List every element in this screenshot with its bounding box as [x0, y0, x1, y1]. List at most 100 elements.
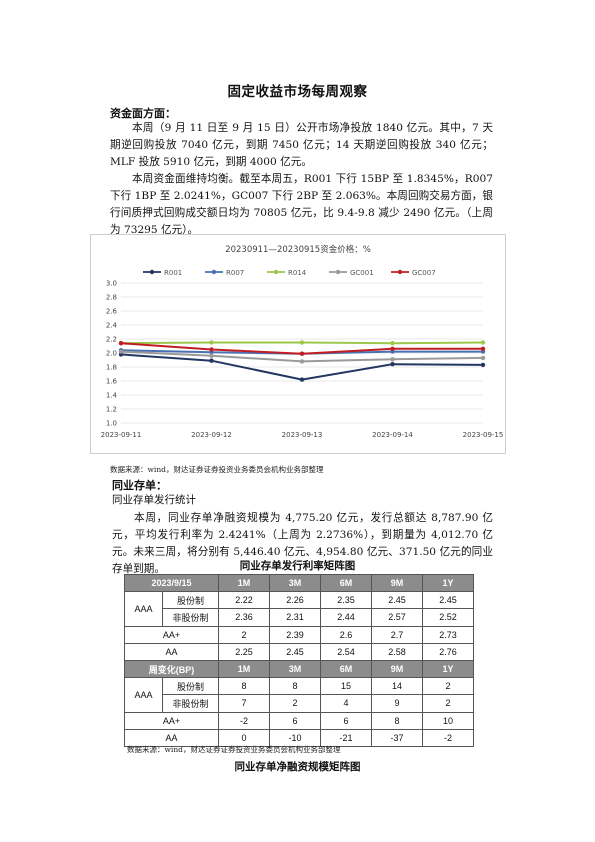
table-cell: 2.25 — [218, 642, 270, 661]
legend-marker — [149, 269, 155, 275]
table-cell: 2.31 — [269, 608, 321, 627]
x-tick-label: 2023-09-12 — [191, 431, 232, 439]
data-point-gc007 — [118, 341, 124, 346]
matrix-header-cell: 9M — [371, 659, 423, 679]
y-tick-label: 2.6 — [106, 308, 118, 316]
legend-marker — [335, 269, 341, 275]
y-tick-label: 2.0 — [106, 350, 117, 358]
matrix-header-cell: 3M — [269, 659, 321, 679]
data-point-gc001 — [118, 349, 124, 354]
table-row: 非股份制 7 2 4 9 2 — [125, 694, 474, 713]
table-cell: 15 — [320, 677, 372, 696]
data-point-r001 — [299, 377, 305, 382]
data-point-gc007 — [209, 347, 214, 352]
y-tick-label: 1.0 — [106, 420, 117, 428]
ncd-subheading: 同业存单发行统计 — [112, 494, 196, 506]
data-point-gc007 — [299, 351, 305, 356]
table-cell: 8 — [269, 677, 321, 696]
matrix-title: 同业存单发行利率矩阵图 — [239, 560, 356, 572]
table-cell: 2.39 — [269, 625, 321, 644]
matrix-header-cell: 1M — [218, 573, 270, 593]
y-tick-label: 2.2 — [106, 336, 117, 344]
data-point-gc001 — [390, 357, 395, 362]
y-tick-label: 1.4 — [106, 392, 118, 400]
data-point-gc007 — [390, 346, 395, 351]
matrix-header-cell: 周变化(BP) — [124, 659, 219, 679]
matrix-header-cell: 6M — [320, 659, 372, 679]
x-tick-label: 2023-09-11 — [101, 431, 142, 439]
data-point-r001 — [390, 362, 395, 367]
table-cell: -2 — [218, 711, 270, 730]
matrix-header-cell: 2023/9/15 — [124, 573, 219, 593]
row-label: AA — [124, 642, 219, 661]
table-cell: 2.6 — [320, 625, 372, 644]
money-paragraph-1: 本周（9 月 11 日至 9 月 15 日）公开市场净投放 1840 亿元。其中… — [110, 122, 493, 168]
data-point-r014 — [390, 341, 395, 346]
legend-label: R014 — [288, 269, 307, 277]
ncd-paragraph: 本周，同业存单净融资规模为 4,775.20 亿元，发行总额达 8,787.90… — [112, 512, 493, 575]
legend-marker — [397, 269, 403, 275]
y-tick-label: 1.8 — [106, 364, 117, 372]
table-row: AAA 股份制 2.22 2.26 2.35 2.45 2.45 — [124, 591, 474, 627]
table-cell: 8 — [371, 711, 423, 730]
rate-chart: 20230911—20230915资金价格：% R001 R007 R014 GC001… — [90, 234, 506, 454]
table-row: AA 0 -10 -21 -37 -2 — [124, 728, 474, 747]
data-point-r001 — [209, 358, 214, 363]
table-cell: 10 — [422, 711, 474, 730]
money-heading: 资金面方面： — [110, 107, 176, 120]
legend-label: GC007 — [412, 269, 436, 277]
table-row: 非股份制 2.36 2.31 2.44 2.57 2.52 — [125, 608, 474, 627]
matrix-source: 数据来源：wind，财达证券证券投资业务委员会机构业务部整理 — [127, 745, 341, 754]
y-tick-label: 1.6 — [106, 378, 118, 386]
y-tick-label: 2.4 — [106, 322, 118, 330]
y-tick-label: 2.8 — [106, 294, 117, 302]
x-tick-label: 2023-09-15 — [463, 431, 504, 439]
table-row: AA 2.25 2.45 2.54 2.58 2.76 — [124, 642, 474, 661]
table-cell: 2.36 — [218, 608, 270, 627]
table-cell: 6 — [269, 711, 321, 730]
data-point-gc001 — [480, 355, 486, 361]
table-cell: -21 — [320, 728, 372, 747]
table-cell: 2.54 — [320, 642, 372, 661]
matrix-header-cell: 1Y — [422, 573, 474, 593]
table-row: AA+ -2 6 6 8 10 — [124, 711, 474, 730]
table-cell: 2.22 — [218, 591, 270, 610]
matrix-header-cell: 9M — [371, 573, 423, 593]
chart-source: 数据来源：wind，财达证券证券投资业务委员会机构业务部整理 — [110, 465, 324, 474]
aaa-label: AAA — [124, 591, 163, 627]
table-cell: 2.45 — [422, 591, 474, 610]
y-tick-label: 3.0 — [106, 280, 117, 288]
matrix-header-cell: 1Y — [422, 659, 474, 679]
table-cell: 2 — [422, 677, 474, 696]
ncd-section: 本周，同业存单净融资规模为 4,775.20 亿元，发行总额达 8,787.90… — [112, 510, 493, 578]
ncd-heading: 同业存单： — [112, 479, 167, 492]
table-row: AA+ 2 2.39 2.6 2.7 2.73 — [124, 625, 474, 644]
data-point-gc007 — [480, 346, 486, 351]
table-cell: 2 — [218, 625, 270, 644]
table-cell: 2.44 — [320, 608, 372, 627]
table-cell: 7 — [218, 694, 270, 713]
row-label: 非股份制 — [162, 694, 219, 713]
table-cell: 2 — [422, 694, 474, 713]
legend-label: GC001 — [350, 269, 374, 277]
table-cell: 2 — [269, 694, 321, 713]
matrix-header-cell: 6M — [320, 573, 372, 593]
matrix-bottom-header: 周变化(BP) 1M 3M 6M 9M 1Y — [124, 659, 474, 679]
table-cell: 14 — [371, 677, 423, 696]
table-cell: 9 — [371, 694, 423, 713]
legend-marker — [273, 269, 279, 275]
table-cell: 2.45 — [269, 642, 321, 661]
x-tick-label: 2023-09-14 — [372, 431, 413, 439]
data-point-gc001 — [299, 359, 305, 364]
data-point-r014 — [209, 340, 214, 345]
data-point-r014 — [299, 340, 305, 345]
table-cell: 2.52 — [422, 608, 474, 627]
table-cell: 6 — [320, 711, 372, 730]
table-cell: 2.26 — [269, 591, 321, 610]
row-label: AA+ — [124, 711, 219, 730]
row-label: 非股份制 — [162, 608, 219, 627]
rate-chart-svg: 20230911—20230915资金价格：% R001 R007 R014 GC001… — [101, 244, 504, 439]
money-section: 本周（9 月 11 日至 9 月 15 日）公开市场净投放 1840 亿元。其中… — [110, 120, 493, 239]
table-cell: -37 — [371, 728, 423, 747]
next-matrix-title: 同业存单净融资规模矩阵图 — [234, 761, 361, 773]
